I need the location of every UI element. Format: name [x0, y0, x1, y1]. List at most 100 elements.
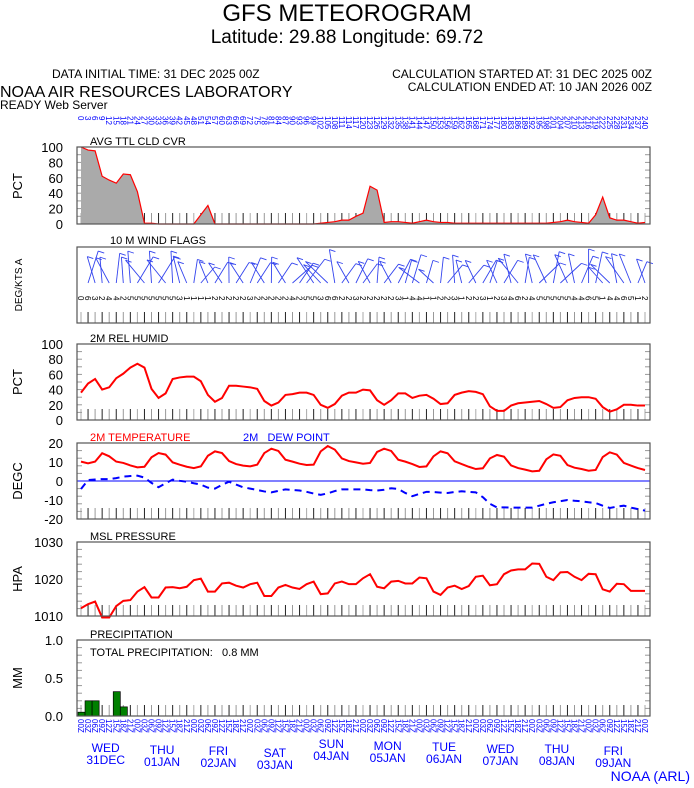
- wind-speed-label: 3: [245, 296, 254, 301]
- valid-hour-label: 18Z: [288, 719, 297, 733]
- forecast-hour-label: 114: [344, 116, 353, 129]
- wind-barb-flag: [208, 262, 215, 266]
- wind-barb-flag: [271, 256, 278, 260]
- wind-barb: [503, 254, 512, 284]
- wind-speed-label: 4: [414, 296, 423, 301]
- wind-barb: [497, 258, 519, 284]
- wind-speed-label: 5: [555, 296, 564, 301]
- wind-barb: [489, 260, 498, 284]
- wind-barb-flag: [517, 259, 524, 263]
- wind-speed-label: 3: [478, 296, 487, 301]
- y-tick-label: -10: [44, 493, 63, 508]
- wind-speed-label: 6: [83, 296, 92, 301]
- forecast-hour-label: 225: [605, 116, 614, 130]
- valid-hour-label: 09Z: [548, 719, 557, 733]
- wind-barb-flag: [465, 260, 472, 263]
- wind-barb: [235, 262, 250, 284]
- valid-hour-label: 03Z: [83, 719, 92, 733]
- wind-speed-label: 3: [393, 296, 402, 301]
- wind-speed-label: 5: [591, 296, 600, 301]
- wind-speed-label: 5: [139, 296, 148, 301]
- forecast-hour-label: 234: [626, 116, 635, 130]
- forecast-hour-label: 39: [168, 116, 177, 125]
- valid-hour-label: 00Z: [471, 719, 480, 733]
- wind-barb: [214, 262, 229, 284]
- chart-title: GFS METEOROGRAM: [222, 0, 471, 27]
- precip-bar: [84, 700, 93, 717]
- panel-frame: [76, 343, 651, 421]
- wind-barb-flag: [533, 254, 540, 258]
- forecast-hour-label: 111: [337, 116, 346, 129]
- wind-speed-label: 6: [513, 296, 522, 301]
- wind-speed-label: 1: [189, 296, 198, 301]
- valid-hour-label: 03Z: [421, 719, 430, 733]
- y-tick-label: 100: [41, 337, 63, 352]
- wind-barb-flag: [260, 257, 267, 261]
- wind-barb-flag: [272, 261, 279, 265]
- wind-barb-flag: [214, 266, 221, 270]
- forecast-hour-label: 162: [457, 116, 466, 130]
- wind-speed-label: 4: [506, 296, 515, 301]
- day-of-week-label: THU: [150, 743, 175, 757]
- valid-hour-label: 18Z: [626, 719, 635, 733]
- wind-barb: [397, 259, 411, 284]
- wind-barb: [127, 251, 131, 284]
- y-tick-label: 0: [56, 413, 63, 428]
- y-tick-label: 1020: [34, 572, 63, 587]
- wind-speed-label: 2: [97, 296, 106, 301]
- wind-barb: [418, 268, 434, 284]
- wind-speed-label: 2: [379, 296, 388, 301]
- valid-hour-label: 15Z: [562, 719, 571, 733]
- wind-speed-label: 1: [196, 296, 205, 301]
- day-of-week-label: SUN: [319, 737, 344, 751]
- valid-hour-label: 12Z: [555, 719, 564, 733]
- wind-barb-flag: [99, 256, 107, 260]
- wind-barb: [383, 263, 399, 284]
- wind-barb-flag: [559, 262, 567, 266]
- wind-barb-flag: [411, 259, 418, 263]
- forecast-hour-label: 9: [97, 116, 106, 121]
- forecast-hour-label: 3: [83, 116, 92, 121]
- wind-speed-label: 5: [534, 296, 543, 301]
- valid-hour-label: 03Z: [309, 719, 318, 733]
- day-of-week-label: FRI: [209, 744, 228, 758]
- cloud-area: [81, 147, 645, 224]
- valid-hour-label: 00Z: [76, 719, 85, 733]
- forecast-hour-label: 210: [570, 116, 579, 130]
- forecast-hour-label: 171: [478, 116, 487, 130]
- pressure-panel-title: MSL PRESSURE: [90, 531, 176, 543]
- forecast-hour-label: 201: [548, 116, 557, 130]
- calc-started: CALCULATION STARTED AT: 31 DEC 2025 00Z: [392, 67, 652, 81]
- forecast-hour-label: 102: [316, 116, 325, 130]
- wind-barb-flag: [98, 250, 105, 254]
- wind-barb-flag: [228, 256, 235, 260]
- date-label: 04JAN: [313, 749, 349, 763]
- forecast-hour-label: 198: [541, 116, 550, 130]
- y-tick-label: 80: [49, 352, 63, 367]
- wind-speed-label: 4: [104, 296, 113, 301]
- temp-legend: 2M TEMPERATURE: [90, 432, 190, 444]
- rh-ylabel: PCT: [10, 369, 25, 395]
- wind-speed-label: 4: [527, 296, 536, 301]
- wind-barb-flag: [291, 262, 298, 266]
- wind-barb: [148, 251, 152, 284]
- wind-barb-flag: [588, 266, 595, 270]
- wind-barb: [588, 266, 604, 284]
- y-tick-label: 100: [41, 140, 63, 155]
- wind-barb: [605, 256, 625, 284]
- precip-bar: [91, 700, 100, 717]
- valid-hour-label: 06Z: [203, 719, 212, 733]
- forecast-hour-label: 156: [443, 116, 452, 130]
- precip-bar: [112, 691, 121, 717]
- forecast-hour-label: 219: [591, 116, 600, 130]
- wind-panel-title: 10 M WIND FLAGS: [110, 235, 206, 247]
- forecast-hour-label: 51: [196, 116, 205, 125]
- wind-speed-label: 3: [499, 296, 508, 301]
- forecast-hour-label: 96: [302, 116, 311, 125]
- wind-barb: [170, 251, 174, 284]
- wind-barb-flag: [452, 254, 459, 258]
- forecast-hour-label: 84: [273, 116, 282, 125]
- forecast-hour-label: 75: [252, 116, 261, 125]
- forecast-hour-label: 189: [520, 116, 529, 130]
- valid-hour-label: 21Z: [295, 719, 304, 733]
